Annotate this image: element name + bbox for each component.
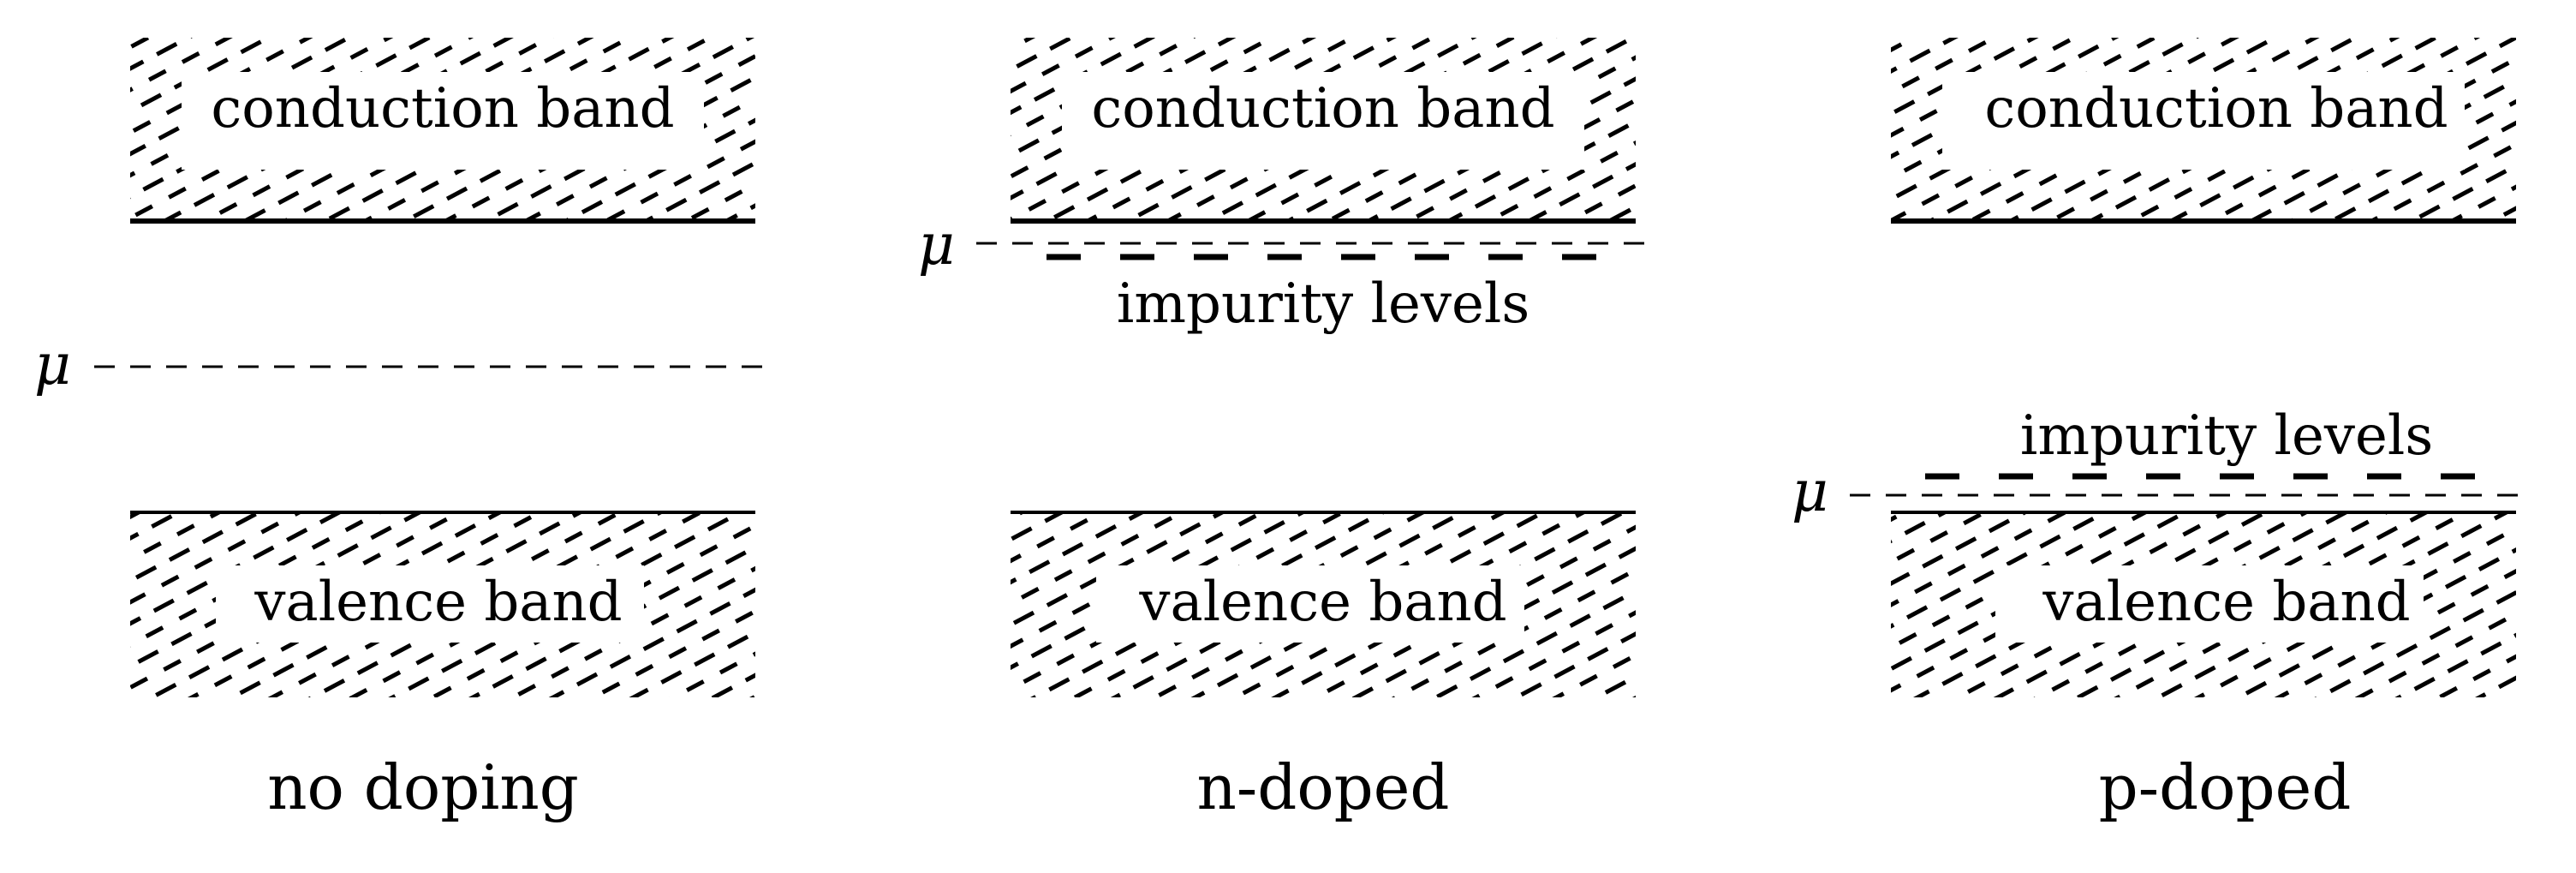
conduction-band: conduction band bbox=[130, 38, 755, 224]
panel-caption: n-doped bbox=[1197, 751, 1450, 823]
valence-band: valence band bbox=[130, 511, 755, 697]
conduction-band-label: conduction band bbox=[211, 77, 674, 141]
conduction-band-label: conduction band bbox=[1091, 77, 1554, 141]
chemical-potential-line: μ bbox=[918, 212, 1644, 278]
chemical-potential-line: μ bbox=[1792, 458, 2525, 524]
mu-symbol: μ bbox=[918, 212, 955, 278]
impurity-levels: impurity levels bbox=[1925, 404, 2484, 480]
valence-band-label: valence band bbox=[1138, 571, 1506, 634]
mu-symbol: μ bbox=[1792, 458, 1828, 524]
conduction-band-label: conduction band bbox=[1984, 77, 2448, 141]
panel-p-doped: conduction band impurity levels μ valenc… bbox=[1792, 38, 2525, 823]
panel-caption: no doping bbox=[267, 751, 579, 823]
valence-band-label: valence band bbox=[2042, 571, 2410, 634]
chemical-potential-line: μ bbox=[34, 332, 762, 398]
panel-caption: p-doped bbox=[2099, 751, 2352, 823]
valence-band: valence band bbox=[1011, 511, 1636, 697]
panel-n-doped: conduction band μ impurity levels valenc… bbox=[918, 38, 1644, 823]
impurity-levels-label: impurity levels bbox=[1117, 272, 1530, 336]
impurity-levels-label: impurity levels bbox=[2020, 404, 2433, 468]
valence-band: valence band bbox=[1891, 511, 2516, 697]
conduction-band: conduction band bbox=[1011, 38, 1636, 224]
panel-no-doping: conduction band μ valence band no doping bbox=[34, 38, 762, 823]
valence-band-label: valence band bbox=[253, 571, 622, 634]
impurity-levels: impurity levels bbox=[1046, 254, 1610, 336]
conduction-band: conduction band bbox=[1891, 38, 2516, 224]
mu-symbol: μ bbox=[34, 332, 71, 398]
